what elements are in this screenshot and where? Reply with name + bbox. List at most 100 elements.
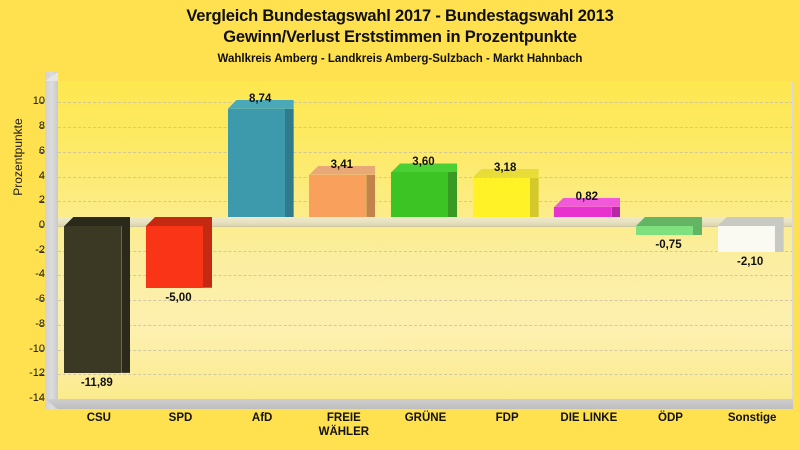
bar-side-face [611,206,621,217]
y-axis-tick-mark [39,399,44,400]
chart-left-wall-top [45,72,58,81]
bar-side-face [366,174,376,217]
bar-value-label: -0,75 [655,239,682,252]
y-axis-tick-label: -4 [35,268,45,281]
bar-value-label: 0,82 [575,190,599,203]
y-axis-tick-label: 10 [32,95,45,108]
x-axis-label-freie-wähler: FREIE WÄHLER [318,412,370,438]
chart-header: Vergleich Bundestagswahl 2017 - Bundesta… [0,0,800,68]
bar-front-face [309,174,367,217]
bar-top-face [636,216,702,226]
y-axis-tick-mark [39,225,44,227]
bar-side-face [121,225,131,373]
x-axis-label-ödp: ÖDP [658,412,683,424]
x-axis-label-sonstige: Sonstige [727,412,777,424]
gridline [58,374,793,376]
bar-value-label: 3,18 [493,161,517,174]
zero-baseline-line [58,225,793,227]
bar-top-face [554,197,621,207]
y-axis-tick-label: -10 [29,342,45,355]
y-axis-tick-mark [39,151,44,153]
gridline [58,151,793,153]
chart-left-wall [45,72,58,409]
gridline [58,300,793,302]
x-axis-label-die-linke: DIE LINKE [560,412,618,424]
bar-die-linke[interactable] [554,197,621,217]
y-axis-tick-mark [39,127,44,129]
y-axis-tick-mark [39,250,44,252]
y-axis-tick-marks [39,72,47,409]
y-axis-tick-mark [39,374,44,376]
bar-csu[interactable] [64,216,131,373]
y-axis-tick-mark [39,349,44,351]
chart-plot-frame: -11,89 -5,00 8,74 3,41 3,60 3,18 0,82 -0,75 -2,1… [45,72,793,409]
bar-top-face [64,216,131,226]
bar-front-face [227,108,285,217]
gridline [58,275,793,277]
y-axis-tick-mark [39,275,44,277]
y-axis-tick-label: -14 [29,392,45,404]
bar-value-label: 3,41 [330,158,354,171]
bar-freie-wähler[interactable] [309,165,376,217]
x-axis-category-labels: CSU SPD AfD FREIE WÄHLER GRÜNE FDP DIE LINKE ÖD… [45,412,793,450]
y-axis-tick-label: 4 [38,169,45,182]
bar-value-label: -5,00 [165,291,192,304]
bar-spd[interactable] [146,216,212,288]
chart-title-line-1: Vergleich Bundestagswahl 2017 - Bundesta… [186,7,614,25]
bar-grüne[interactable] [391,163,457,217]
y-axis-tick-mark [39,300,44,302]
bar-top-face [227,99,294,109]
bar-front-face [554,206,612,217]
chart-title-line-2: Gewinn/Verlust Erststimmen in Prozentpun… [223,28,577,46]
gridline [58,349,793,351]
zero-baseline-floor [58,216,793,226]
gridline [58,127,793,129]
bar-front-face [391,172,448,217]
bar-sonstige[interactable] [717,216,784,252]
bar-side-face [284,108,294,217]
bar-side-face [529,177,539,217]
y-axis-tick-label: 0 [38,218,45,231]
bar-front-face [717,225,775,252]
y-axis-tick-label: -12 [29,367,45,380]
bar-value-label: -11,89 [80,376,113,389]
bar-side-face [774,225,784,252]
bar-value-label: -2,10 [737,255,764,268]
chart-bottom-shelf [45,399,793,409]
bar-front-face [472,177,530,217]
y-axis-tick-label: 2 [38,194,45,207]
x-axis-label-csu: CSU [86,412,111,424]
y-axis-tick-label: -2 [35,243,45,256]
gridline [58,250,793,252]
gridline [58,324,793,326]
bar-value-label: 3,60 [412,156,435,169]
y-axis-tick-label: 8 [38,120,45,133]
bar-top-face [146,216,212,226]
x-axis-label-spd: SPD [168,412,193,424]
bar-top-face [391,163,457,173]
bar-value-label: 8,74 [248,92,272,105]
bar-top-face [309,165,376,175]
bar-side-face [693,225,702,236]
y-axis-tick-label: -6 [35,293,45,306]
bar-top-face [472,168,539,178]
y-axis-tick-label: 6 [38,144,45,157]
bar-fdp[interactable] [472,168,539,217]
y-axis-tick-mark [39,102,44,104]
gridline [58,102,793,104]
x-axis-label-afd: AfD [251,412,273,424]
y-axis-tick-mark [39,176,44,178]
bar-front-face [636,225,693,236]
bar-side-face [203,225,212,288]
chart-plot-area: -11,89 -5,00 8,74 3,41 3,60 3,18 0,82 -0,75 -2,1… [58,81,793,399]
chart-subtitle: Wahlkreis Amberg - Landkreis Amberg-Sulz… [217,53,583,65]
bar-front-face [64,225,122,373]
bar-afd[interactable] [227,99,294,217]
chart-right-edge [792,81,793,399]
bar-front-face [146,225,203,288]
y-axis-tick-labels: 10 8 6 4 2 0 -2 -4 -6 -8 -10 -12 -14 [0,72,45,409]
y-axis-tick-label: -8 [35,317,45,330]
y-axis-tick-mark [39,324,44,326]
bar-side-face [448,172,457,217]
bar-ödp[interactable] [636,216,702,236]
